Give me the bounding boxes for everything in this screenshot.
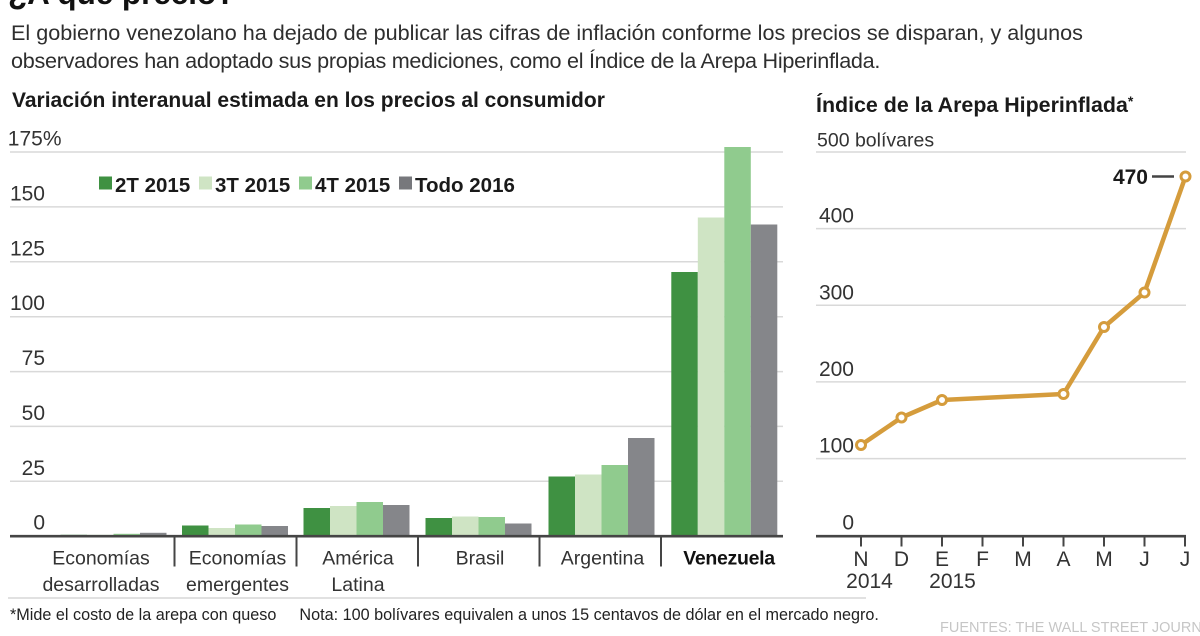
- svg-text:175%: 175%: [8, 128, 62, 151]
- svg-text:emergentes: emergentes: [186, 574, 289, 596]
- svg-text:100: 100: [10, 292, 45, 315]
- svg-text:2014: 2014: [846, 570, 893, 593]
- svg-text:2015: 2015: [929, 570, 976, 593]
- svg-text:J: J: [1139, 548, 1150, 571]
- svg-text:50: 50: [22, 402, 45, 425]
- svg-text:2T 2015: 2T 2015: [115, 174, 190, 197]
- svg-text:Latina: Latina: [331, 574, 384, 596]
- svg-text:América: América: [322, 548, 394, 570]
- svg-text:Brasil: Brasil: [456, 548, 505, 570]
- svg-text:Todo 2016: Todo 2016: [415, 174, 515, 197]
- svg-text:470: 470: [1113, 166, 1148, 189]
- svg-text:Argentina: Argentina: [561, 548, 645, 570]
- svg-text:125: 125: [10, 237, 45, 260]
- svg-text:300: 300: [819, 281, 854, 304]
- svg-text:F: F: [976, 548, 989, 571]
- svg-text:Economías: Economías: [52, 548, 150, 570]
- svg-text:4T 2015: 4T 2015: [315, 174, 390, 197]
- svg-text:D: D: [894, 548, 909, 571]
- svg-text:E: E: [935, 548, 949, 571]
- svg-text:J: J: [1180, 548, 1191, 571]
- svg-text:3T 2015: 3T 2015: [215, 174, 290, 197]
- svg-text:500 bolívares: 500 bolívares: [817, 130, 934, 152]
- svg-text:25: 25: [22, 457, 45, 480]
- svg-text:150: 150: [10, 182, 45, 205]
- svg-text:0: 0: [842, 512, 854, 535]
- svg-text:M: M: [1014, 548, 1032, 571]
- svg-text:Venezuela: Venezuela: [683, 548, 775, 570]
- svg-text:100: 100: [819, 435, 854, 458]
- svg-text:0: 0: [33, 512, 45, 535]
- svg-text:A: A: [1056, 548, 1070, 571]
- svg-text:M: M: [1095, 548, 1113, 571]
- svg-text:75: 75: [22, 347, 45, 370]
- svg-text:Economías: Economías: [189, 548, 287, 570]
- svg-text:desarrolladas: desarrolladas: [42, 574, 159, 596]
- svg-text:400: 400: [819, 205, 854, 228]
- svg-text:N: N: [853, 548, 868, 571]
- svg-text:200: 200: [819, 358, 854, 381]
